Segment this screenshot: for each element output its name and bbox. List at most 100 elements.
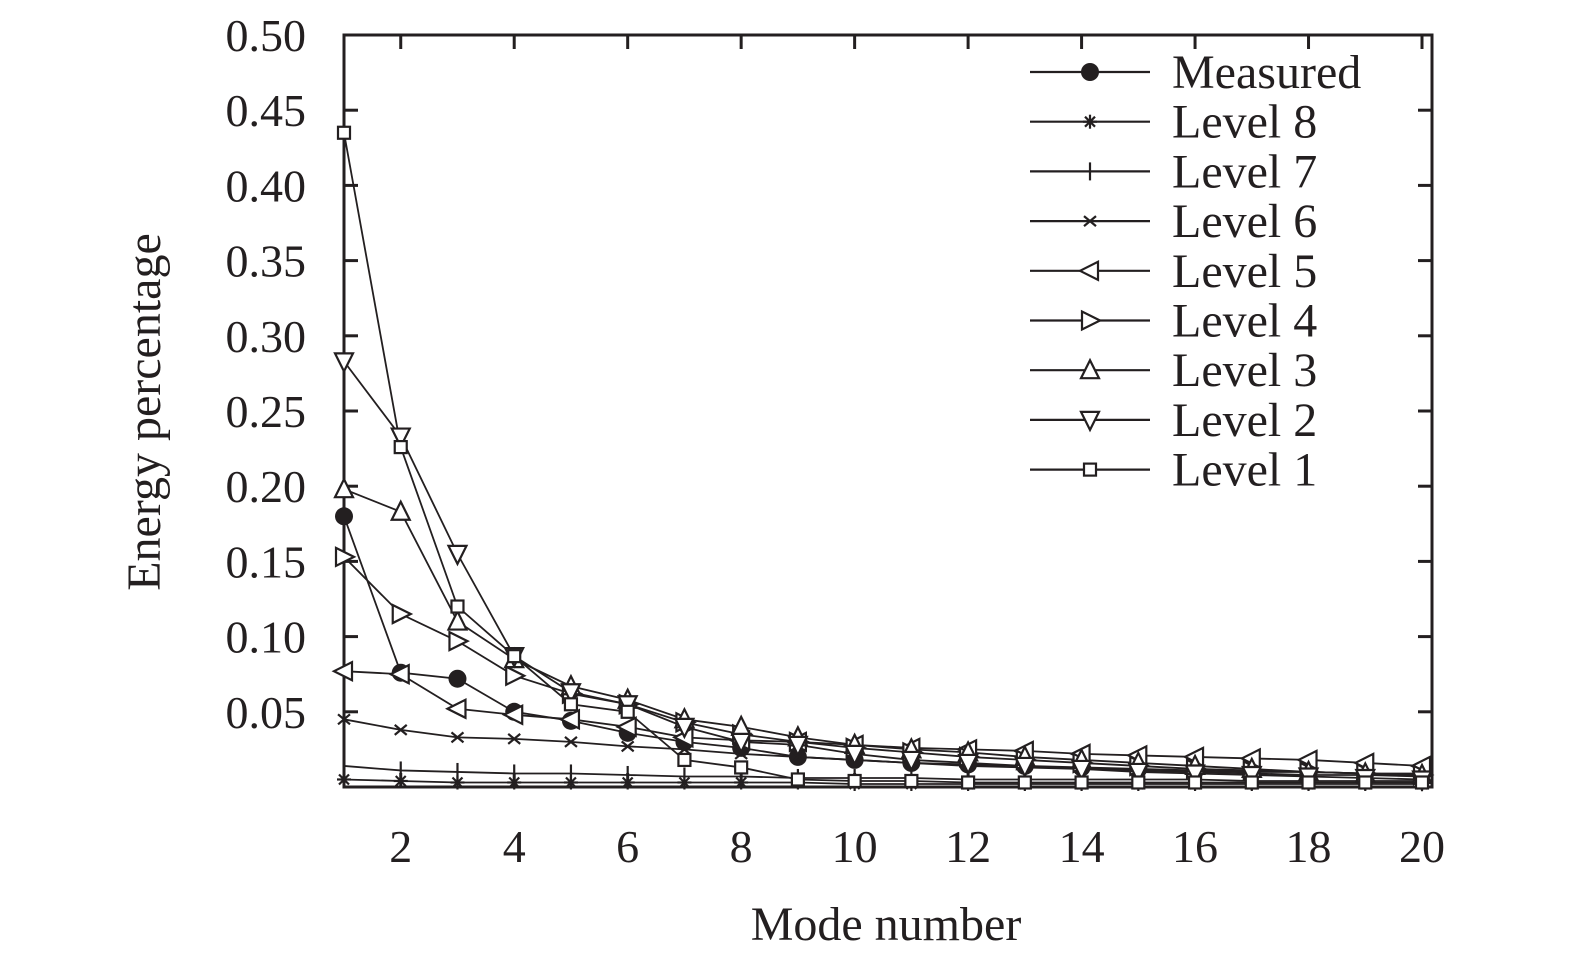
square-marker	[1244, 775, 1259, 790]
asterisk-marker	[450, 775, 465, 790]
series-line-level-6	[343, 718, 1423, 778]
triangle-down-marker	[1184, 764, 1206, 786]
triangle-down-marker	[843, 744, 866, 767]
marker-stroke	[620, 740, 635, 753]
filled-circle-marker	[448, 669, 467, 688]
series-line-level-4	[343, 556, 1423, 776]
marker-shape	[1414, 775, 1430, 790]
marker-shape	[790, 772, 805, 787]
triangle-down-marker	[957, 753, 979, 776]
marker-shape	[333, 476, 355, 499]
x-tick-label: 2	[389, 821, 412, 872]
triangle-down-marker	[1014, 756, 1036, 779]
x-tick-label: 12	[945, 821, 991, 872]
marker-shape	[333, 352, 355, 374]
legend-label: Level 7	[1172, 145, 1317, 198]
marker-shape	[1358, 775, 1373, 790]
marker-stroke	[1084, 115, 1096, 128]
legend-label: Level 6	[1172, 195, 1317, 248]
marker-shape	[1080, 309, 1103, 332]
cross-marker	[394, 724, 408, 736]
triangle-down-marker	[389, 427, 412, 450]
legend-label: Measured	[1172, 46, 1361, 99]
y-tick-label: 0.40	[226, 160, 307, 211]
triangle-down-marker	[673, 717, 696, 740]
series-line-level-3	[343, 488, 1423, 776]
y-tick-label: 0.50	[226, 10, 307, 61]
marker-shape	[1131, 775, 1146, 790]
legend-label: Level 4	[1172, 295, 1317, 348]
y-tick-label: 0.05	[226, 687, 307, 738]
marker-shape	[1187, 775, 1203, 790]
legend-item: Level 4	[1030, 295, 1317, 348]
triangle-left-marker	[558, 708, 581, 731]
marker-stroke	[450, 731, 465, 744]
marker-shape	[1077, 260, 1100, 282]
marker-stroke	[394, 724, 408, 736]
square-marker	[734, 760, 749, 775]
cross-marker	[620, 740, 635, 753]
marker-stroke	[1083, 215, 1097, 227]
triangle-up-marker	[333, 476, 355, 499]
marker-shape	[734, 760, 749, 775]
triangle-left-marker	[501, 704, 524, 726]
series-points-measured	[335, 507, 1431, 783]
series-line-level-2	[343, 360, 1423, 781]
x-tick-label: 10	[832, 821, 878, 872]
square-marker	[507, 649, 522, 664]
marker-shape	[1244, 775, 1259, 790]
triangle-down-marker	[1127, 762, 1150, 785]
asterisk-marker	[563, 775, 578, 790]
legend-label: Level 8	[1172, 96, 1317, 149]
triangle-right-marker	[391, 603, 414, 625]
legend-item: Level 6	[1030, 195, 1317, 248]
marker-shape	[1014, 756, 1036, 779]
cross-marker	[1083, 215, 1097, 227]
square-marker	[1017, 775, 1032, 790]
x-tick-label: 14	[1059, 821, 1105, 872]
marker-shape	[843, 744, 866, 767]
marker-stroke	[564, 736, 578, 748]
legend-item: Level 5	[1030, 245, 1317, 298]
marker-shape	[904, 773, 919, 789]
cross-marker	[450, 731, 465, 744]
marker-shape	[961, 775, 976, 790]
marker-shape	[1079, 357, 1101, 380]
square-marker	[961, 775, 976, 790]
triangle-down-marker	[787, 735, 809, 758]
triangle-right-marker	[505, 664, 527, 687]
x-axis-label: Mode number	[751, 898, 1022, 951]
triangle-right-marker	[334, 546, 357, 568]
marker-shape	[560, 683, 582, 705]
x-tick-label: 4	[503, 821, 526, 872]
series-line-level-7	[343, 765, 1422, 782]
triangle-right-marker	[1080, 309, 1103, 332]
triangle-down-marker	[446, 544, 469, 567]
square-marker	[1082, 462, 1098, 477]
marker-shape	[501, 704, 524, 726]
marker-shape	[847, 773, 862, 789]
marker-shape	[389, 427, 412, 450]
marker-shape	[1301, 775, 1316, 790]
triangle-up-marker	[1079, 357, 1101, 380]
marker-shape	[1082, 462, 1098, 477]
marker-shape	[388, 663, 410, 685]
marker-shape	[507, 649, 522, 664]
marker-shape	[505, 664, 527, 687]
triangle-down-marker	[560, 683, 582, 705]
square-marker	[393, 439, 408, 455]
triangle-down-marker	[900, 750, 923, 773]
square-marker	[1187, 775, 1203, 790]
x-tick-label: 16	[1172, 821, 1218, 872]
filled-circle-marker	[1081, 63, 1099, 81]
y-tick-label: 0.10	[226, 612, 307, 663]
legend-label: Level 3	[1172, 344, 1317, 397]
y-tick-label: 0.15	[226, 536, 307, 587]
marker-shape	[620, 704, 635, 719]
marker-stroke	[565, 776, 577, 789]
square-marker	[1414, 775, 1430, 790]
square-marker	[1301, 775, 1316, 790]
marker-shape	[730, 732, 752, 755]
cross-marker	[337, 713, 351, 726]
